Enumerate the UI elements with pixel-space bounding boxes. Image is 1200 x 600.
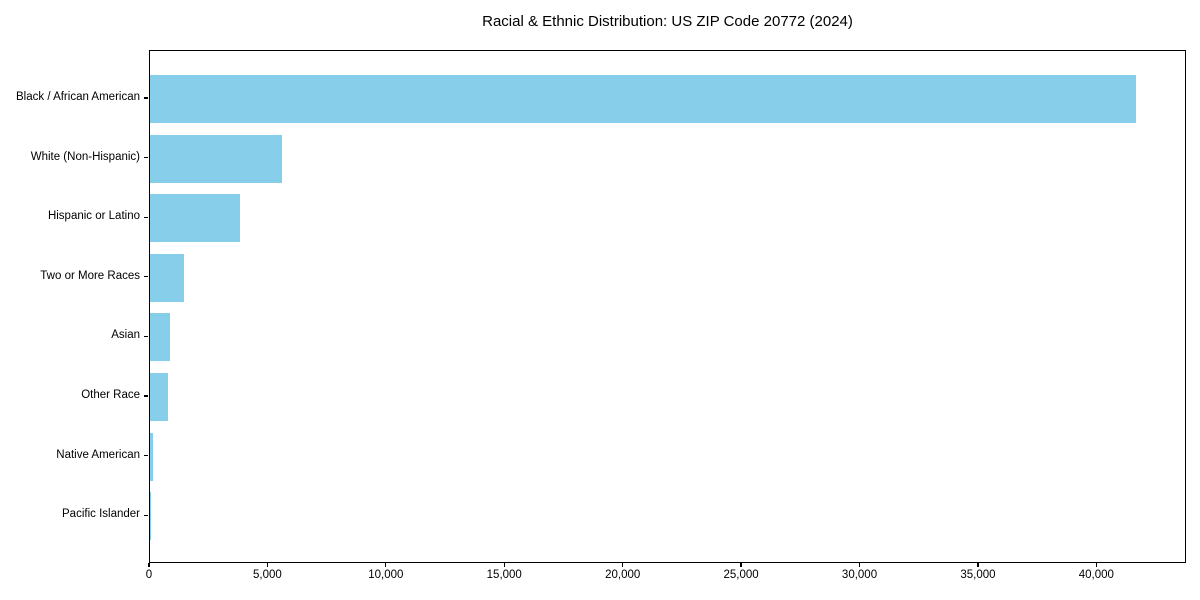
x-tick-label: 25,000 xyxy=(723,569,759,581)
bar-native-american xyxy=(150,432,154,481)
y-axis-tick xyxy=(144,216,148,218)
bar-other-race xyxy=(150,373,168,421)
x-axis-tick xyxy=(503,563,505,567)
bar-hispanic-or-latino xyxy=(150,194,240,243)
x-tick-label: 15,000 xyxy=(486,569,522,581)
bar-asian xyxy=(150,313,170,362)
x-tick-label: 35,000 xyxy=(960,569,996,581)
bar-black-african-american xyxy=(150,75,1136,123)
y-tick-label: Pacific Islander xyxy=(62,508,140,521)
y-axis-tick xyxy=(144,157,148,159)
x-tick-label: 20,000 xyxy=(605,569,641,581)
y-tick-label: Hispanic or Latino xyxy=(47,210,140,223)
x-axis-tick xyxy=(148,563,150,567)
y-tick-label: Asian xyxy=(111,329,140,342)
y-tick-label: Two or More Races xyxy=(40,269,140,282)
y-axis-tick xyxy=(144,276,148,278)
x-axis-tick xyxy=(385,563,387,567)
plot-area xyxy=(149,50,1186,563)
y-axis-tick xyxy=(144,395,148,397)
x-axis-tick xyxy=(858,563,861,567)
x-axis-tick xyxy=(740,563,742,567)
y-tick-label: Other Race xyxy=(81,389,140,401)
x-tick-label: 10,000 xyxy=(368,569,404,581)
y-axis-tick xyxy=(144,455,148,457)
y-tick-label: Black / African American xyxy=(16,91,140,103)
chart-title: Racial & Ethnic Distribution: US ZIP Cod… xyxy=(482,13,853,30)
x-axis-tick xyxy=(266,563,268,567)
y-tick-label: White (Non-Hispanic) xyxy=(30,150,140,163)
y-tick-label: Native American xyxy=(56,448,140,461)
x-tick-label: 40,000 xyxy=(1078,569,1114,581)
y-axis-tick xyxy=(144,97,148,99)
x-axis-tick xyxy=(622,563,624,567)
x-axis-tick xyxy=(1095,563,1097,567)
x-tick-label: 5,000 xyxy=(253,569,282,581)
bar-two-or-more-races xyxy=(150,253,184,302)
y-axis-tick xyxy=(144,335,148,337)
bar-white-non-hispanic xyxy=(150,134,282,183)
x-axis-tick xyxy=(977,563,979,567)
x-tick-label: 30,000 xyxy=(841,569,878,581)
y-axis-tick xyxy=(144,514,148,516)
x-tick-label: 0 xyxy=(145,569,153,581)
